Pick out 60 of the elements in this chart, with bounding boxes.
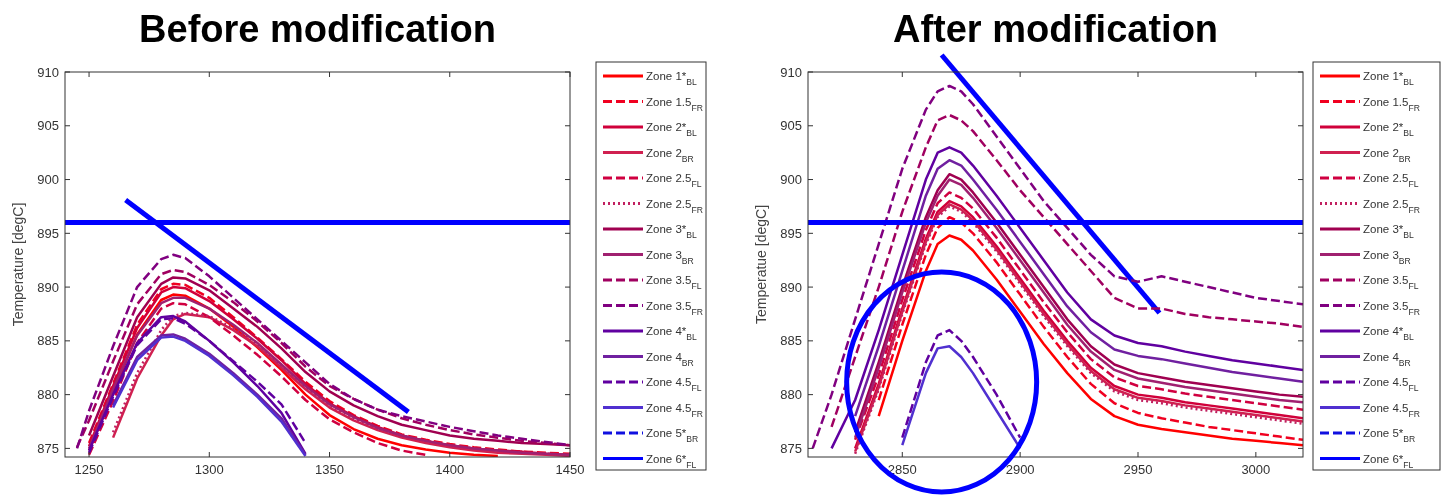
- legend-label: Zone 4*$_{BL}$: [1363, 325, 1415, 342]
- y-tick-label: 905: [37, 118, 59, 134]
- legend-label: Zone 1.5$_{FR}$: [1363, 95, 1420, 113]
- legend-label: Zone 2.5$_{FL}$: [1363, 172, 1419, 189]
- legend-label: Zone 4.5$_{FL}$: [1363, 376, 1419, 393]
- legend-label: Zone 3*$_{BL}$: [1363, 223, 1415, 240]
- legend-label: Zone 6*$_{FL}$: [646, 452, 697, 470]
- y-tick-label: 880: [37, 387, 59, 403]
- y-tick-label: 875: [37, 440, 59, 456]
- x-tick-label: 1350: [315, 462, 344, 477]
- x-tick-label: 1450: [555, 462, 585, 477]
- chart-title: Before modification: [139, 8, 496, 50]
- y-tick-label: 910: [780, 64, 802, 80]
- legend-label: Zone 2$_{BR}$: [646, 146, 694, 164]
- x-tick-label: 3000: [1241, 462, 1271, 477]
- legend-label: Zone 6*$_{FL}$: [1363, 452, 1414, 470]
- legend-label: Zone 3*$_{BL}$: [646, 223, 698, 240]
- legend-label: Zone 3.5$_{FL}$: [646, 274, 702, 291]
- y-tick-label: 900: [780, 172, 802, 188]
- x-tick-label: 1400: [435, 462, 465, 477]
- y-tick-label: 885: [780, 333, 802, 349]
- chart-title: After modification: [892, 8, 1219, 50]
- legend-label: Zone 2.5$_{FL}$: [646, 172, 702, 189]
- legend-label: Zone 4.5$_{FR}$: [646, 401, 703, 419]
- y-axis-title: Temperatue [degC]: [753, 204, 769, 325]
- x-tick-label: 2950: [1123, 462, 1153, 477]
- legend-label: Zone 1.5$_{FR}$: [646, 95, 703, 113]
- legend-label: Zone 5*$_{BR}$: [1363, 427, 1416, 444]
- y-axis-title: Temperature [degC]: [10, 202, 26, 327]
- legend-label: Zone 3$_{BR}$: [1363, 248, 1411, 266]
- legend-label: Zone 1*$_{BL}$: [646, 70, 698, 87]
- legend-label: Zone 4*$_{BL}$: [646, 325, 698, 342]
- legend-label: Zone 2*$_{BL}$: [646, 121, 698, 138]
- legend-label: Zone 3.5$_{FL}$: [1363, 274, 1419, 291]
- legend-label: Zone 2.5$_{FR}$: [646, 197, 703, 215]
- y-tick-label: 890: [780, 279, 802, 295]
- y-tick-label: 895: [780, 225, 802, 241]
- y-tick-label: 880: [780, 387, 802, 403]
- x-tick-label: 2900: [1005, 462, 1035, 477]
- y-tick-label: 885: [37, 333, 59, 349]
- legend-label: Zone 2*$_{BL}$: [1363, 121, 1415, 138]
- legend-label: Zone 2.5$_{FR}$: [1363, 197, 1420, 215]
- y-tick-label: 895: [37, 225, 59, 241]
- legend-label: Zone 4.5$_{FL}$: [646, 376, 702, 393]
- y-tick-label: 910: [37, 64, 59, 80]
- legend-label: Zone 4$_{BR}$: [1363, 350, 1411, 368]
- y-tick-label: 890: [37, 279, 59, 295]
- y-tick-label: 905: [780, 118, 802, 134]
- legend-label: Zone 2$_{BR}$: [1363, 146, 1411, 164]
- x-tick-label: 1300: [194, 462, 224, 477]
- legend-label: Zone 1*$_{BL}$: [1363, 70, 1415, 87]
- x-tick-label: 1250: [74, 462, 104, 477]
- legend-label: Zone 4.5$_{FR}$: [1363, 401, 1420, 419]
- legend-label: Zone 3.5$_{FR}$: [646, 299, 703, 317]
- legend-label: Zone 5*$_{BR}$: [646, 427, 699, 444]
- legend-label: Zone 4$_{BR}$: [646, 350, 694, 368]
- legend-label: Zone 3.5$_{FR}$: [1363, 299, 1420, 317]
- y-tick-label: 900: [37, 172, 59, 188]
- y-tick-label: 875: [780, 440, 802, 456]
- legend-label: Zone 3$_{BR}$: [646, 248, 694, 266]
